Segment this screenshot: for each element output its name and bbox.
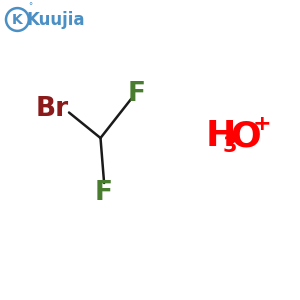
Text: Br: Br [36,97,69,122]
Text: O: O [230,119,261,154]
Text: F: F [128,82,146,107]
Text: K: K [12,13,23,26]
Text: Kuujia: Kuujia [26,11,85,29]
Text: +: + [253,115,272,134]
Text: °: ° [28,2,32,11]
Text: H: H [206,119,236,154]
Text: F: F [94,181,112,206]
Text: 3: 3 [223,136,237,155]
